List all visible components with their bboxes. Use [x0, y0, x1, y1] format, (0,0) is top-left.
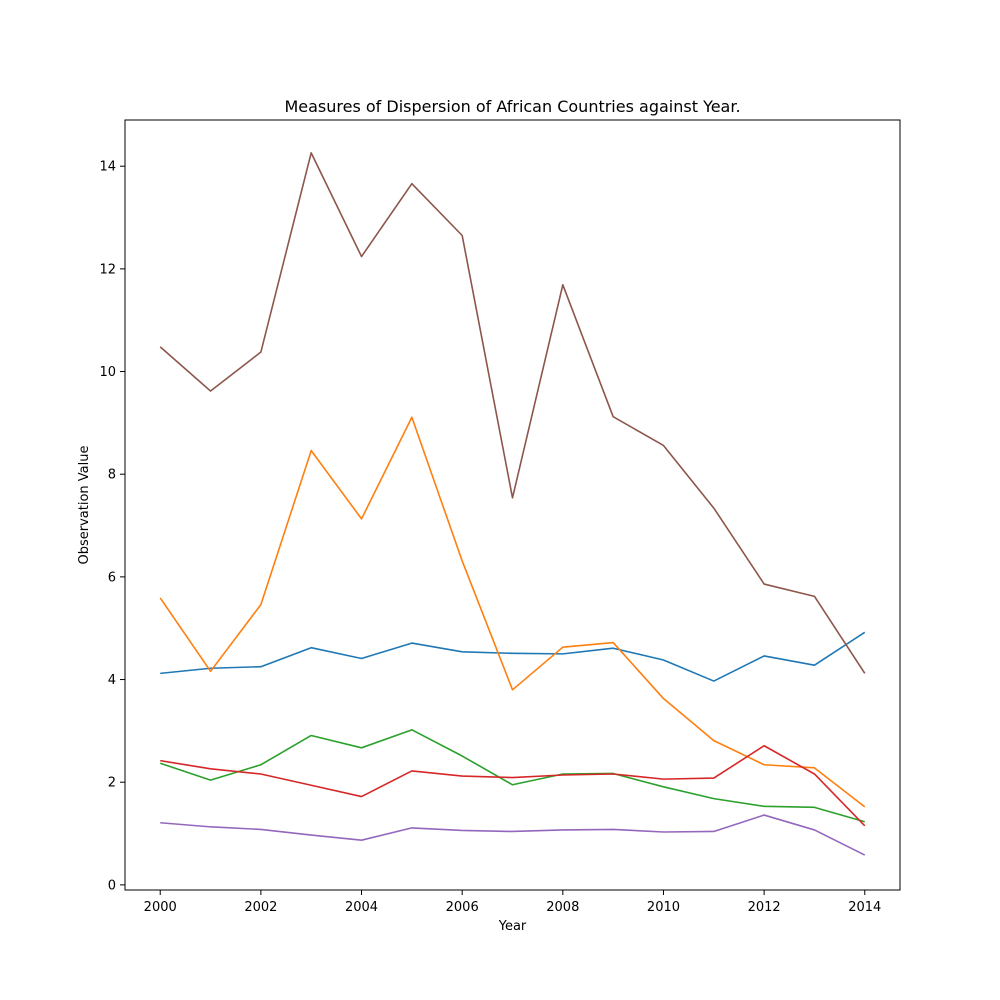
y-axis-label: Observation Value — [77, 446, 92, 565]
y-axis-ticks: 0 2 4 6 8 10 12 14 — [99, 160, 125, 893]
series-line-5 — [160, 814, 866, 856]
x-tick-label: 2004 — [345, 900, 378, 915]
x-tick-label: 2006 — [446, 900, 479, 915]
plot-frame — [124, 119, 901, 891]
y-tick-label: 12 — [99, 262, 116, 277]
y-tick-label: 6 — [108, 570, 116, 585]
x-tick-label: 2000 — [144, 900, 177, 915]
x-axis-label: Year — [498, 919, 527, 934]
y-tick-label: 2 — [108, 776, 116, 791]
series-line-6 — [159, 152, 866, 674]
y-tick-label: 0 — [108, 878, 116, 893]
series-layer — [159, 152, 866, 856]
y-tick-label: 10 — [99, 365, 116, 380]
x-tick-label: 2008 — [546, 900, 579, 915]
y-tick-label: 14 — [99, 160, 116, 175]
chart-title: Measures of Dispersion of African Countr… — [284, 97, 740, 116]
x-tick-label: 2002 — [244, 900, 277, 915]
x-tick-label: 2012 — [748, 900, 781, 915]
series-line-3 — [159, 729, 865, 823]
x-tick-label: 2010 — [647, 900, 680, 915]
x-axis-ticks: 2000 2002 2004 2006 2008 2010 2012 2014 — [144, 890, 881, 915]
y-tick-label: 4 — [108, 673, 116, 688]
series-line-1 — [160, 631, 866, 682]
y-tick-label: 8 — [108, 468, 116, 483]
series-line-4 — [160, 744, 866, 827]
x-tick-label: 2014 — [848, 900, 881, 915]
